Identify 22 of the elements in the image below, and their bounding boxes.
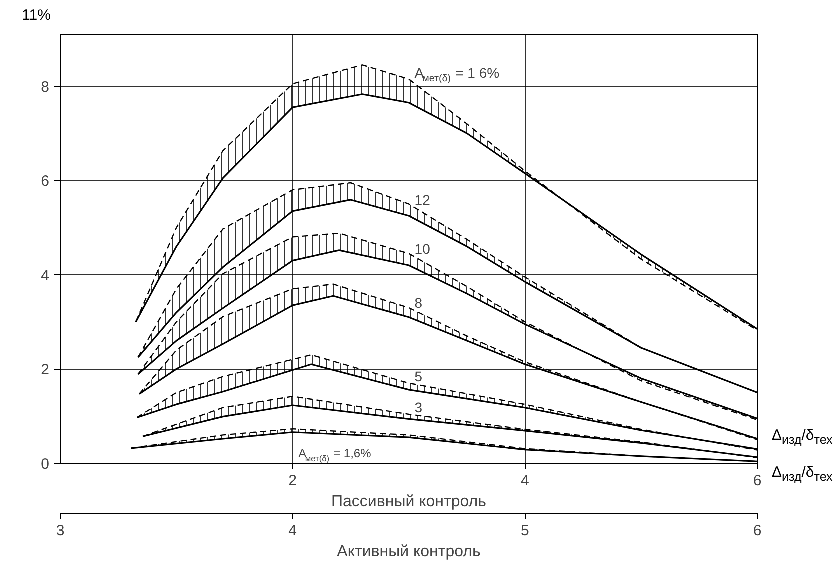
x2-tick-label: 3 [56, 522, 65, 540]
series-label: 5 [414, 368, 423, 385]
y-tick-label: 4 [41, 267, 50, 284]
y-tick-label: 6 [41, 173, 50, 190]
x-axis-title: Пассивный контроль [332, 494, 486, 510]
series-label: 10 [414, 241, 431, 258]
y-tick-label: 0 [41, 456, 50, 473]
text: Δ$_{изд}$/δ$_{тех}$ [772, 463, 833, 486]
text: Δ$_{изд}$/δ$_{тех}$ [772, 426, 833, 449]
x-tick-label: 4 [520, 472, 530, 490]
x2-tick-label: 5 [520, 522, 530, 540]
x2-tick-label: 4 [288, 522, 298, 540]
y-axis-title: 11% [22, 6, 51, 26]
x2-tick-label: 6 [753, 522, 762, 540]
y-tick-label: 2 [41, 362, 50, 379]
series-label: 3 [414, 399, 423, 416]
y-tick-label: 8 [41, 78, 50, 96]
x2-axis-title: Активный контроль [337, 544, 481, 560]
x-tick-label: 6 [753, 472, 762, 490]
x-tick-label: 2 [288, 472, 298, 490]
series-label: 8 [414, 294, 423, 311]
series-label: 12 [414, 192, 431, 208]
